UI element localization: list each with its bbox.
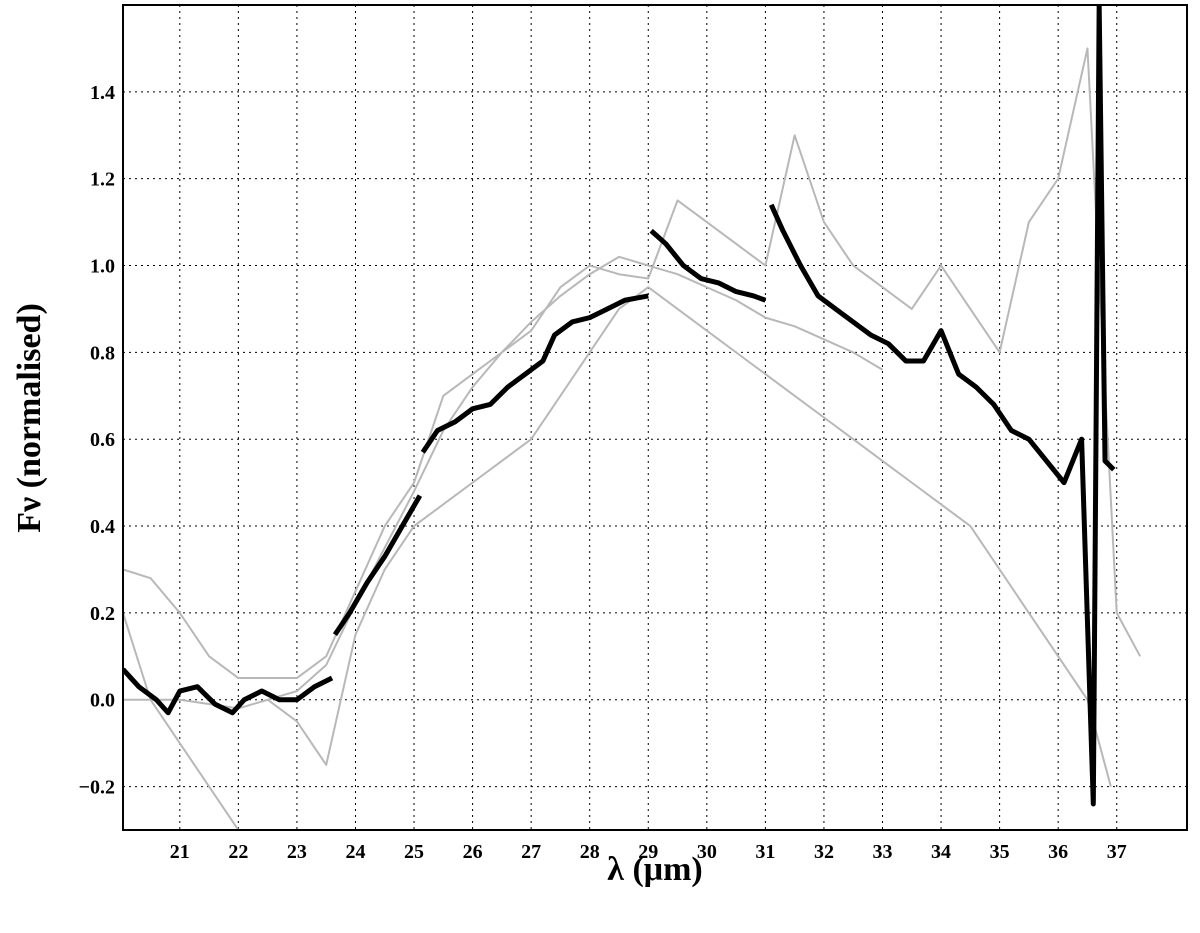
y-tick-label: 0.6 <box>90 429 115 451</box>
x-tick-label: 36 <box>1048 841 1068 863</box>
y-tick-label: 0.0 <box>90 690 115 712</box>
data-line <box>123 255 884 710</box>
y-tick-label: 0.8 <box>90 342 115 364</box>
y-tick-label: 0.2 <box>90 603 115 625</box>
x-tick-label: 25 <box>404 841 424 863</box>
plot-frame <box>122 4 1188 831</box>
x-tick-label: 24 <box>345 841 365 863</box>
y-tick-label: 1.2 <box>90 169 115 191</box>
data-line <box>123 5 1116 807</box>
y-tick-label: 0.4 <box>90 516 115 538</box>
y-tick-label: 1.0 <box>90 256 115 278</box>
x-tick-label: 30 <box>697 841 717 863</box>
x-tick-label: 35 <box>990 841 1010 863</box>
data-line <box>123 47 1142 680</box>
x-tick-label: 26 <box>463 841 483 863</box>
y-tick-label: 1.4 <box>90 82 115 104</box>
x-tick-label: 23 <box>287 841 307 863</box>
x-tick-label: 28 <box>580 841 600 863</box>
x-tick-label: 37 <box>1107 841 1127 863</box>
x-tick-label: 33 <box>872 841 892 863</box>
y-axis-label: Fν (normalised) <box>11 303 48 533</box>
x-tick-label: 31 <box>755 841 775 863</box>
x-tick-label: 21 <box>170 841 190 863</box>
x-axis-label: λ (μm) <box>607 851 702 888</box>
x-tick-label: 34 <box>931 841 951 863</box>
y-tick-label: −0.2 <box>79 777 115 799</box>
x-tick-label: 22 <box>228 841 248 863</box>
x-tick-label: 32 <box>814 841 834 863</box>
x-tick-label: 27 <box>521 841 541 863</box>
data-line <box>123 286 1112 830</box>
x-tick-label: 29 <box>638 841 658 863</box>
